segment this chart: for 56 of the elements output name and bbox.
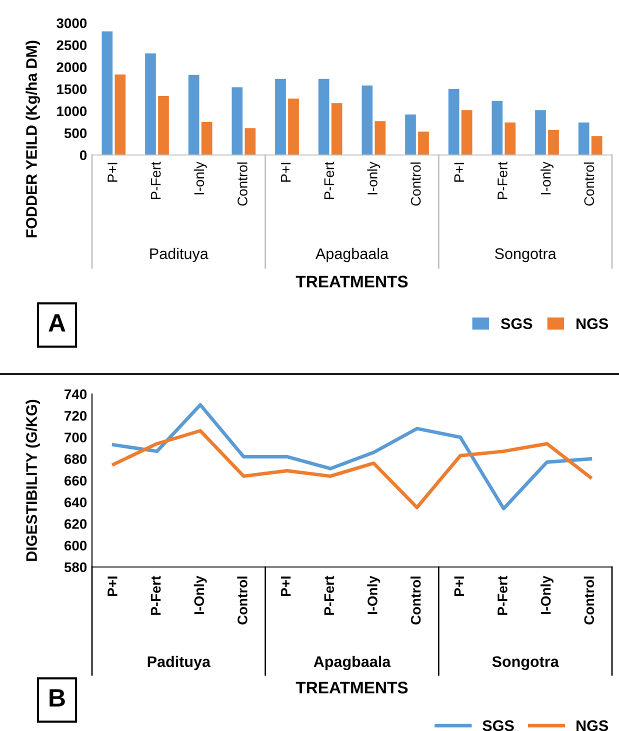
x-tick-label: P-Fert xyxy=(324,162,334,200)
y-tick-label: 2000 xyxy=(56,62,87,72)
x-tick-label: Control xyxy=(237,576,248,624)
x-tick-label: Control xyxy=(237,162,248,206)
y-tick-label: 580 xyxy=(64,562,87,572)
y-tick-label: 620 xyxy=(64,519,87,529)
x-axis-title: TREATMENTS xyxy=(296,682,408,694)
x-tick-label: Control xyxy=(584,162,594,206)
x-tick-label: P-Fert xyxy=(151,576,161,615)
y-tick-label: 1500 xyxy=(57,84,87,94)
x-tick-label: P+I xyxy=(108,162,118,182)
y-axis-title: DIGESTIBILITY (G/KG) xyxy=(26,400,40,561)
y-tick-label: 680 xyxy=(64,454,87,464)
legend-label: SGS xyxy=(500,318,532,330)
x-tick-label: P-Fert xyxy=(324,576,334,615)
x-tick-label: I-only xyxy=(367,162,380,194)
x-tick-label: I-Only xyxy=(540,576,554,614)
y-tick-label: 500 xyxy=(64,128,87,138)
y-tick-label: 0 xyxy=(80,150,87,160)
x-tick-label: P-Fert xyxy=(498,162,508,200)
legend-label: SGS xyxy=(482,720,514,731)
x-tick-label: I-Only xyxy=(194,576,207,614)
y-tick-label: 1000 xyxy=(57,106,87,116)
y-tick-label: 640 xyxy=(64,497,87,508)
x-tick-label: Control xyxy=(410,576,421,624)
x-tick-label: I-only xyxy=(194,162,207,194)
x-tick-label: P+I xyxy=(108,576,118,596)
y-tick-label: 660 xyxy=(64,476,87,486)
legend-label: NGS xyxy=(576,318,608,330)
y-axis-title: FODDER YEILD (Kg/ha DM) xyxy=(26,40,40,238)
text: A xyxy=(48,314,66,332)
text: Songotra xyxy=(492,656,559,670)
x-axis-title: TREATMENTS xyxy=(296,276,408,288)
x-tick-label: P+I xyxy=(281,162,291,182)
y-tick-label: 600 xyxy=(64,540,87,551)
y-tick-label: 3000 xyxy=(56,18,87,28)
text: Songotra xyxy=(495,248,556,262)
x-tick-label: I-Only xyxy=(367,576,380,614)
x-tick-label: Control xyxy=(410,162,421,206)
x-tick-label: P+I xyxy=(281,576,291,596)
text: Padituya xyxy=(150,248,208,262)
x-tick-label: Control xyxy=(584,576,594,624)
legend-label: NGS xyxy=(576,720,608,731)
y-tick-label: 740 xyxy=(64,389,87,400)
x-tick-label: P+I xyxy=(454,162,464,182)
y-tick-label: 700 xyxy=(64,432,87,442)
x-tick-label: I-only xyxy=(540,162,554,194)
text: Padituya xyxy=(148,656,211,670)
x-tick-label: P-Fert xyxy=(151,162,161,200)
text: Apagbaala xyxy=(314,656,391,670)
text: B xyxy=(50,689,65,706)
x-tick-label: P+I xyxy=(454,576,464,596)
y-tick-label: 2500 xyxy=(56,40,87,50)
y-tick-label: 720 xyxy=(64,410,87,421)
text: Apagbaala xyxy=(316,248,389,262)
x-tick-label: P-Fert xyxy=(498,576,508,615)
